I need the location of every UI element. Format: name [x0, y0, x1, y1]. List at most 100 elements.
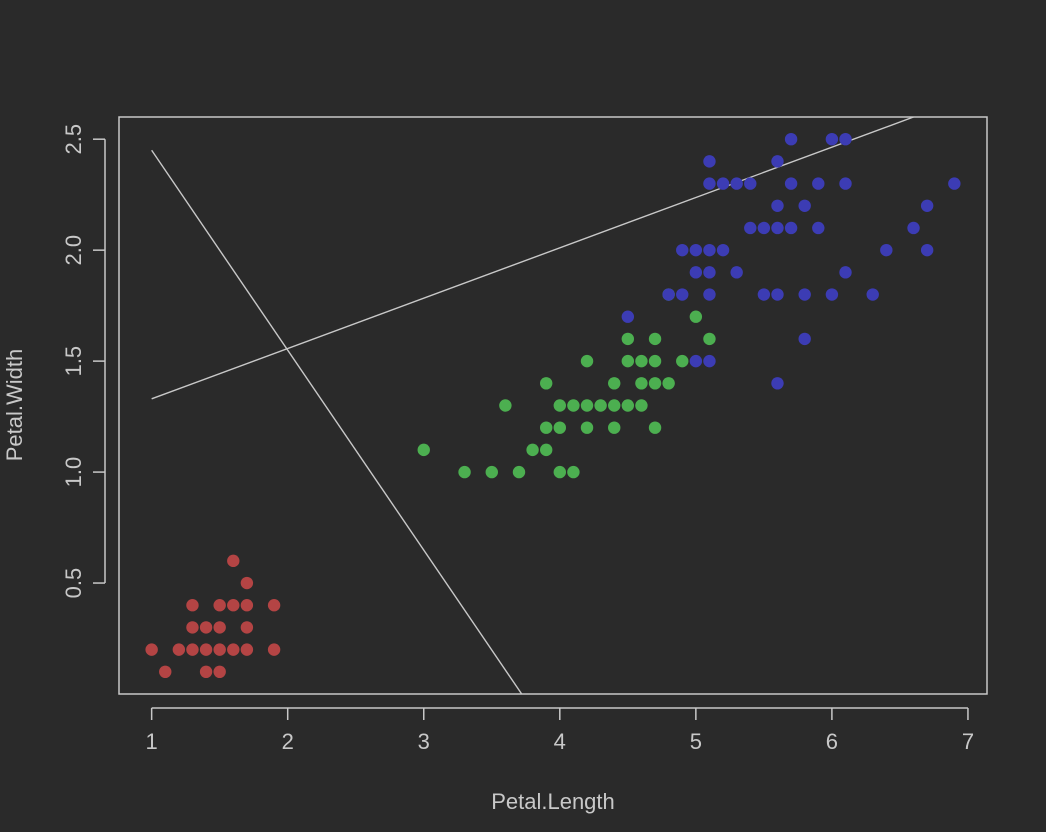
data-point — [213, 665, 226, 679]
data-point — [771, 199, 784, 212]
data-point — [635, 377, 648, 390]
data-point — [608, 399, 621, 412]
data-point — [213, 621, 226, 634]
data-point — [716, 177, 730, 190]
data-point — [240, 643, 254, 656]
data-point — [703, 266, 716, 279]
data-point — [771, 221, 784, 235]
x-tick-label: 7 — [962, 729, 974, 754]
data-point — [812, 177, 825, 190]
data-point — [771, 288, 784, 301]
x-tick-label: 3 — [418, 729, 430, 754]
x-tick-label: 1 — [146, 729, 158, 754]
data-point — [159, 665, 172, 679]
y-tick-label: 0.5 — [61, 568, 86, 599]
data-point — [825, 288, 839, 301]
data-point — [730, 266, 743, 279]
y-tick-label: 2.0 — [61, 235, 86, 266]
data-point — [567, 465, 580, 479]
data-point — [240, 599, 254, 612]
data-point — [621, 310, 635, 323]
data-point — [757, 221, 771, 235]
x-tick-label: 6 — [826, 729, 838, 754]
data-point — [526, 443, 539, 457]
data-point — [784, 221, 798, 235]
y-tick-label: 1.5 — [61, 346, 86, 377]
fit-line — [151, 117, 914, 400]
data-point — [907, 221, 920, 235]
data-point — [703, 177, 716, 190]
data-point — [539, 377, 553, 390]
data-point — [703, 332, 716, 346]
data-point — [567, 399, 580, 412]
data-point — [199, 621, 213, 634]
data-point — [608, 377, 621, 390]
data-point — [485, 465, 498, 479]
data-point — [812, 221, 825, 235]
data-point — [621, 399, 635, 412]
data-point — [580, 354, 594, 368]
data-point — [798, 332, 811, 346]
data-point — [920, 199, 934, 212]
data-point — [186, 643, 199, 656]
x-tick-label: 2 — [282, 729, 294, 754]
plot-frame — [118, 116, 988, 695]
data-point — [186, 621, 199, 634]
data-point — [866, 288, 879, 301]
x-tick-label: 5 — [690, 729, 702, 754]
data-point — [417, 443, 430, 457]
data-point — [757, 288, 771, 301]
data-point — [662, 377, 675, 390]
data-point — [186, 599, 199, 612]
data-point — [213, 599, 226, 612]
data-point — [635, 399, 648, 412]
y-axis-title: Petal.Width — [2, 349, 27, 462]
data-point — [648, 377, 662, 390]
data-point — [648, 421, 662, 434]
x-axis-title: Petal.Length — [491, 789, 615, 814]
data-point — [499, 399, 512, 412]
data-point — [839, 266, 852, 279]
data-point — [240, 621, 254, 634]
data-point — [648, 354, 662, 368]
data-point — [240, 576, 254, 590]
data-point — [594, 399, 607, 412]
data-point — [458, 465, 471, 479]
data-point — [213, 643, 226, 656]
data-point — [703, 243, 716, 257]
data-point — [580, 421, 594, 434]
fit-lines — [151, 117, 914, 694]
data-point — [145, 643, 158, 656]
data-point — [199, 665, 213, 679]
fit-line — [151, 149, 523, 694]
data-point — [689, 243, 703, 257]
y-tick-label: 1.0 — [61, 457, 86, 488]
data-point — [227, 554, 240, 568]
data-point — [839, 177, 852, 190]
data-point — [512, 465, 526, 479]
data-point — [227, 599, 240, 612]
data-point — [553, 399, 567, 412]
data-point — [621, 332, 635, 346]
data-point — [580, 399, 594, 412]
data-point — [227, 643, 240, 656]
data-point — [771, 155, 784, 168]
data-point — [839, 132, 852, 146]
x-tick-label: 4 — [554, 729, 566, 754]
data-point — [771, 377, 784, 390]
y-axis: 0.5 1.0 1.5 2.0 2.5 — [61, 124, 106, 599]
data-point — [267, 643, 281, 656]
data-point — [553, 421, 567, 434]
data-point — [744, 177, 757, 190]
data-point — [730, 177, 743, 190]
data-point — [784, 132, 798, 146]
x-axis: 1 2 3 4 5 6 7 — [146, 707, 974, 754]
data-point — [716, 243, 730, 257]
data-point — [689, 310, 703, 323]
data-point — [662, 288, 675, 301]
data-point — [621, 354, 635, 368]
data-point — [676, 243, 689, 257]
data-point — [703, 354, 716, 368]
